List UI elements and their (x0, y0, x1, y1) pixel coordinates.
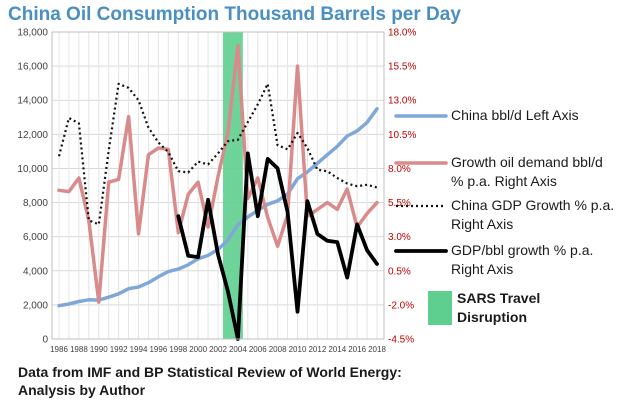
legend-growth-oil-line2: % p.a. Right Axis (451, 173, 557, 189)
x-tick-label: 1986 (50, 345, 68, 354)
axes (51, 31, 385, 340)
right-tick-label: 0.5% (388, 266, 411, 277)
x-tick-label: 2006 (249, 345, 267, 354)
legend-china-bbl: China bbl/d Left Axis (451, 106, 579, 125)
x-tick-label: 2012 (308, 345, 326, 354)
x-tick-label: 2008 (269, 345, 287, 354)
x-tick-label: 1988 (70, 345, 88, 354)
plot-border (51, 31, 385, 340)
legend-sars-line1: SARS Travel (457, 290, 541, 306)
legend-gdp-bbl: GDP/bbl growth % p.a. Right Axis (451, 241, 593, 279)
legend-china-bbl-label: China bbl/d Left Axis (451, 107, 579, 123)
x-tick-label: 2000 (189, 345, 207, 354)
legend-growth-oil: Growth oil demand bbl/d % p.a. Right Axi… (451, 153, 603, 191)
right-tick-label: 15.5% (388, 62, 416, 73)
right-tick-label: -4.5% (388, 335, 414, 346)
chart-title: China Oil Consumption Thousand Barrels p… (8, 4, 461, 25)
right-tick-label: 8.0% (388, 164, 411, 175)
x-tick-label: 2002 (209, 345, 227, 354)
left-tick-label: 4,000 (23, 266, 48, 277)
sars-band-rect (222, 32, 243, 339)
legend-gdp-bbl-line2: Right Axis (451, 261, 514, 277)
legend-swatch-sars (428, 291, 452, 325)
right-tick-label: 13.0% (388, 96, 416, 107)
series-layer (57, 43, 379, 341)
legend-sars: SARS Travel Disruption (457, 289, 540, 327)
x-tick-label: 1994 (130, 345, 148, 354)
footer: Data from IMF and BP Statistical Review … (18, 363, 402, 399)
x-tick-label: 1990 (90, 345, 108, 354)
right-tick-label: 18.0% (388, 28, 416, 39)
legend-sars-line2: Disruption (457, 309, 527, 325)
left-tick-label: 2,000 (23, 300, 48, 311)
right-tick-label: 3.0% (388, 232, 411, 243)
footer-line1: Data from IMF and BP Statistical Review … (18, 364, 402, 380)
left-tick-label: 10,000 (17, 164, 48, 175)
x-tick-label: 1998 (169, 345, 187, 354)
legend-gdp-growth-line2: Right Axis (451, 216, 514, 232)
series-line-1 (57, 43, 379, 304)
left-tick-label: 14,000 (17, 96, 48, 107)
legend-gdp-growth-line1: China GDP Growth % p.a. (451, 197, 615, 213)
x-tick-label: 2014 (328, 345, 346, 354)
x-tick-label: 2016 (348, 345, 366, 354)
x-tick-label: 1996 (149, 345, 167, 354)
x-tick-label: 2018 (368, 345, 386, 354)
footer-line2: Analysis by Author (18, 382, 146, 398)
legend-swatches (394, 114, 452, 325)
series-line-2 (57, 82, 378, 226)
legend-growth-oil-line1: Growth oil demand bbl/d (451, 154, 603, 170)
tick-labels: 0 2,000 4,000 6,000 8,000 10,000 12,000 14,000 1… (17, 28, 416, 355)
legend-gdp-growth: China GDP Growth % p.a. Right Axis (451, 196, 614, 234)
left-tick-label: 8,000 (23, 198, 48, 209)
series-line-3 (176, 151, 379, 341)
left-tick-label: 6,000 (23, 232, 48, 243)
legend-gdp-bbl-line1: GDP/bbl growth % p.a. (451, 242, 594, 258)
sars-band (222, 32, 243, 339)
left-tick-label: 12,000 (17, 130, 48, 141)
right-tick-label: 10.5% (388, 130, 416, 141)
right-tick-label: -2.0% (388, 300, 414, 311)
x-tick-label: 1992 (110, 345, 128, 354)
left-tick-label: 0 (42, 335, 48, 346)
x-tick-label: 2010 (289, 345, 307, 354)
right-tick-label: 5.5% (388, 198, 411, 209)
left-tick-label: 18,000 (17, 28, 48, 39)
left-tick-label: 16,000 (17, 62, 48, 73)
x-tick-label: 2004 (229, 345, 247, 354)
